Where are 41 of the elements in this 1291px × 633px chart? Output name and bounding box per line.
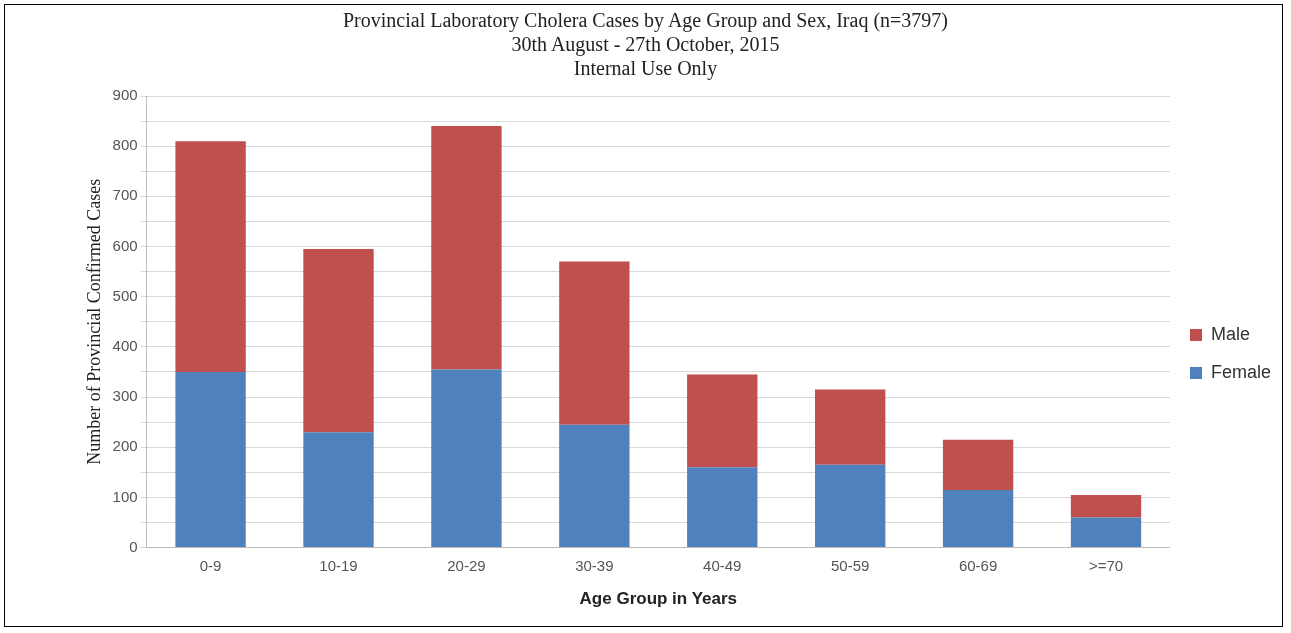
y-axis-title: Number of Provincial Confirmed Cases: [83, 178, 104, 465]
y-tick-label: 100: [112, 487, 138, 505]
bar: [559, 261, 630, 425]
y-tick-label: 800: [112, 136, 138, 154]
x-tick-label: 60-69: [958, 556, 998, 574]
bar: [303, 249, 374, 433]
x-tick-label: 50-59: [830, 556, 870, 574]
legend-label: Male: [1210, 323, 1250, 344]
bar: [303, 432, 374, 548]
y-tick-label: 0: [129, 537, 138, 555]
bar: [815, 389, 886, 465]
bar: [431, 369, 502, 548]
x-tick-label: 30-39: [575, 556, 614, 574]
bar: [431, 126, 502, 370]
x-tick-label: >=70: [1088, 556, 1124, 574]
x-tick-label: 0-9: [199, 556, 222, 574]
bar: [942, 489, 1014, 548]
text: Internal Use Only: [572, 56, 719, 80]
bar: [175, 141, 246, 372]
x-axis-title: Age Group in Years: [579, 589, 738, 609]
x-tick-label: 40-49: [703, 556, 742, 574]
chart-subtitle: 30th August - 27th October, 2015: [510, 32, 781, 56]
bar: [1070, 494, 1142, 518]
y-tick-label: 500: [112, 286, 138, 304]
x-tick-label: 20-29: [447, 556, 486, 574]
y-tick-label: 700: [112, 186, 138, 204]
bar: [942, 439, 1014, 490]
chart-title: Provincial Laboratory Cholera Cases by Age Group and Sex, Iraq (n=3797): [342, 8, 949, 32]
legend-label: Female: [1210, 361, 1272, 382]
bar: [175, 371, 246, 548]
y-tick-label: 400: [112, 337, 138, 355]
bar: [559, 424, 630, 548]
y-tick-label: 900: [112, 86, 138, 104]
bar: [687, 374, 758, 468]
y-tick-label: 600: [112, 236, 138, 254]
bar: [815, 464, 886, 548]
x-tick-label: 10-19: [319, 556, 358, 574]
y-tick-label: 300: [112, 387, 138, 405]
bar: [687, 467, 758, 548]
y-tick-label: 200: [112, 437, 138, 455]
bar: [1070, 517, 1142, 548]
